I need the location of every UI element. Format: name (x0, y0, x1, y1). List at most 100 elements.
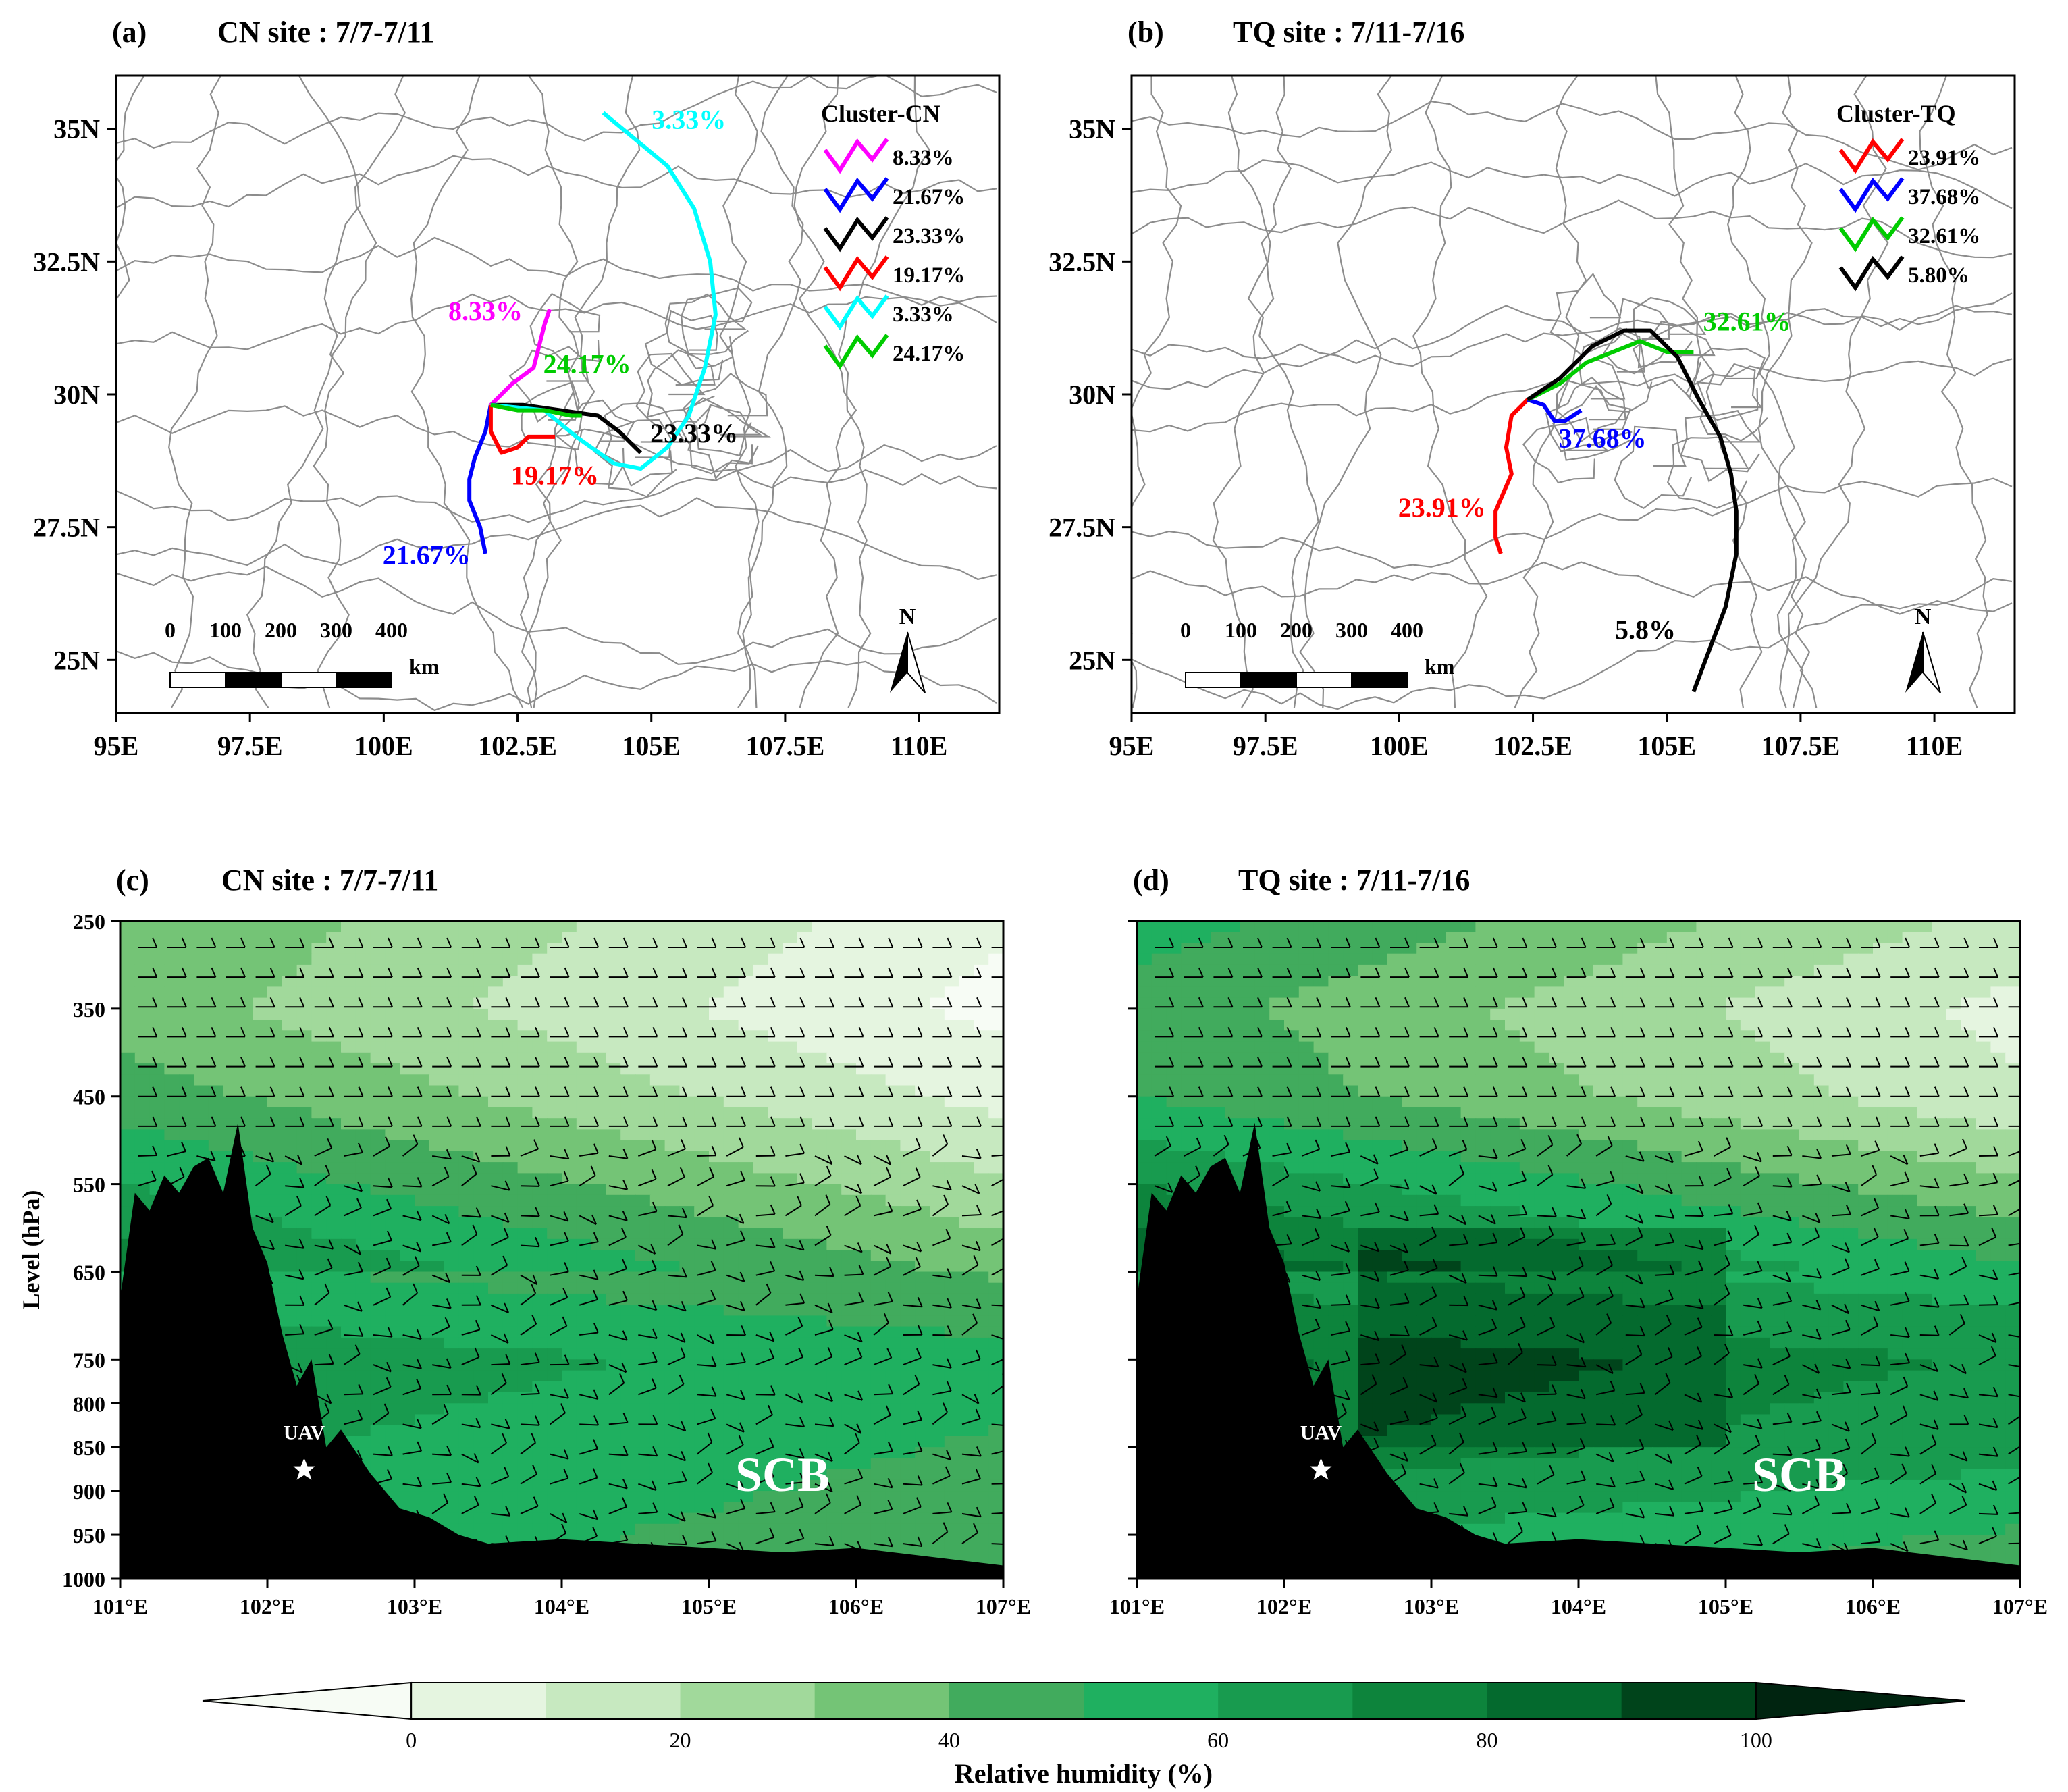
humidity-cell (870, 964, 886, 976)
humidity-cell (370, 1162, 386, 1174)
wind-barb-flag (417, 1086, 423, 1097)
humidity-cell (429, 1337, 445, 1349)
humidity-cell (532, 1491, 548, 1503)
humidity-cell (783, 1261, 798, 1273)
wind-barb (402, 1292, 418, 1306)
wind-barb (726, 1483, 745, 1492)
humidity-cell (385, 932, 400, 944)
humidity-cell (649, 1206, 666, 1218)
wind-barb-flag (475, 937, 481, 948)
province-boundary-line (527, 76, 643, 708)
humidity-cell (709, 932, 724, 944)
humidity-cell (458, 964, 474, 976)
north-arrow-icon (1922, 631, 1941, 693)
humidity-cell (812, 1008, 828, 1020)
humidity-cell (502, 1293, 519, 1305)
humidity-cell (355, 1381, 371, 1393)
humidity-cell (635, 1370, 651, 1382)
map-frame (1130, 74, 2016, 714)
humidity-cell (694, 1063, 710, 1075)
humidity-cell (915, 1228, 930, 1240)
humidity-cell (620, 1326, 636, 1338)
wind-barb (667, 1480, 687, 1485)
humidity-cell (812, 1250, 828, 1261)
humidity-cell (488, 1261, 504, 1273)
wind-barb-flag (883, 1313, 889, 1323)
humidity-cell (473, 932, 489, 944)
wind-barb (550, 1325, 567, 1336)
humidity-cell (826, 1250, 842, 1261)
humidity-cell (355, 1305, 371, 1317)
humidity-cell (282, 1074, 298, 1086)
humidity-cell (458, 976, 474, 988)
wind-barb (284, 1205, 302, 1217)
humidity-cell (620, 1052, 636, 1064)
humidity-cell (649, 1348, 666, 1361)
wind-barb-flag (622, 1413, 629, 1423)
humidity-cell (502, 1162, 519, 1174)
humidity-cell (841, 1414, 857, 1426)
humidity-cell (915, 1315, 930, 1327)
trajectory-line-3.33% (490, 111, 718, 471)
humidity-cell (856, 943, 872, 955)
humidity-cell (723, 1140, 739, 1152)
humidity-cell (664, 1315, 681, 1327)
humidity-cell (959, 1074, 975, 1086)
humidity-cell (620, 1381, 636, 1393)
humidity-cell (208, 943, 224, 955)
humidity-cell (679, 1107, 695, 1119)
wind-barb-flag (417, 1477, 423, 1487)
humidity-cell (959, 1425, 975, 1437)
humidity-cell (649, 932, 666, 944)
humidity-cell (429, 1305, 445, 1317)
humidity-cell (841, 1238, 857, 1250)
humidity-cell (679, 1041, 695, 1053)
humidity-cell (311, 1282, 327, 1294)
humidity-cell (620, 1162, 636, 1174)
wind-barb-flag (943, 1194, 949, 1205)
wind-barb-flag (446, 1446, 452, 1456)
humidity-cell (944, 1348, 960, 1361)
wind-barb-flag (446, 1298, 452, 1309)
humidity-cell (429, 1140, 445, 1152)
humidity-cell (282, 1238, 298, 1250)
humidity-cell (826, 986, 842, 999)
wind-barb (491, 1185, 510, 1191)
humidity-cell (635, 1414, 651, 1426)
humidity-cell (547, 1512, 562, 1525)
humidity-cell (326, 1184, 342, 1196)
humidity-cell (591, 1392, 607, 1404)
humidity-cell (768, 1436, 783, 1448)
humidity-cell (944, 1479, 960, 1492)
humidity-cell (856, 1140, 872, 1152)
humidity-cell (458, 1184, 474, 1196)
humidity-cell (223, 921, 239, 932)
wind-barb (932, 1334, 952, 1336)
wind-barb (520, 1473, 537, 1485)
humidity-cell (517, 1063, 533, 1075)
humidity-cell (562, 986, 577, 999)
province-boundary-line (116, 497, 997, 581)
humidity-cell (870, 1436, 886, 1448)
wind-barb-flag (739, 1271, 745, 1282)
humidity-cell (370, 1315, 386, 1327)
humidity-cell (841, 1261, 857, 1273)
wind-barb (491, 1423, 510, 1429)
humidity-cell (238, 1052, 253, 1064)
humidity-cell (517, 1381, 533, 1393)
wind-barb-flag (358, 1384, 364, 1394)
humidity-cell (458, 953, 474, 966)
humidity-cell (694, 1096, 710, 1108)
humidity-cell (694, 1523, 710, 1535)
humidity-cell (768, 1052, 783, 1064)
humidity-cell (488, 1337, 504, 1349)
humidity-cell (900, 1074, 916, 1086)
humidity-cell (400, 1458, 415, 1470)
wind-barb-flag (152, 937, 158, 948)
humidity-cell (783, 943, 798, 955)
wind-barb-flag (475, 1207, 481, 1217)
wind-barb-flag (446, 1232, 452, 1242)
humidity-cell (179, 1118, 194, 1130)
humidity-cell (900, 1206, 916, 1218)
humidity-cell (988, 986, 1003, 999)
